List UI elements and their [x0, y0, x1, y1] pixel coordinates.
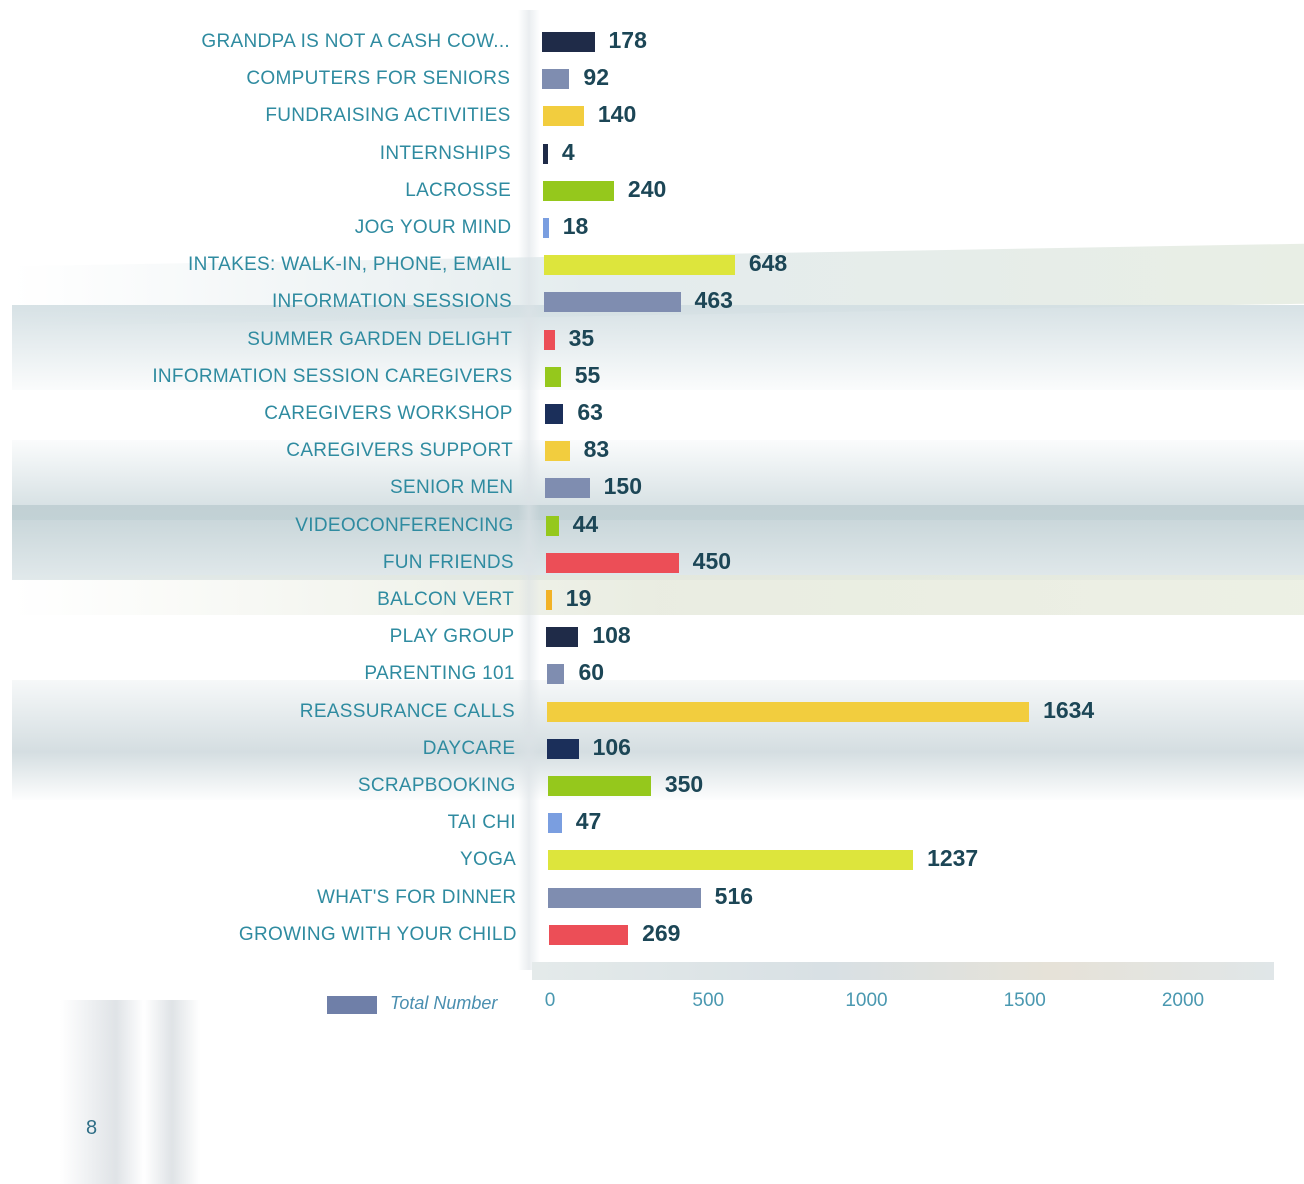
- value-label: 463: [695, 287, 733, 314]
- x-tick-label: 500: [692, 990, 724, 1012]
- bar: [543, 106, 584, 126]
- bar: [544, 330, 554, 350]
- bar: [545, 404, 564, 424]
- category-label: JOG YOUR MIND: [41, 217, 511, 239]
- value-label: 92: [583, 64, 609, 91]
- x-tick-label: 1000: [845, 990, 887, 1012]
- category-label: CAREGIVERS SUPPORT: [43, 440, 513, 462]
- category-label: VIDEOCONFERENCING: [44, 515, 514, 537]
- bar: [544, 292, 681, 312]
- bar: [542, 69, 569, 89]
- legend-label: Total Number: [390, 993, 497, 1014]
- value-label: 4: [562, 139, 575, 166]
- value-label: 83: [584, 436, 610, 463]
- value-label: 516: [715, 883, 753, 910]
- bar: [542, 32, 595, 52]
- bar: [547, 702, 1029, 722]
- value-label: 60: [578, 659, 604, 686]
- bar: [546, 590, 552, 610]
- category-label: SCRAPBOOKING: [46, 775, 516, 797]
- value-label: 1634: [1043, 697, 1094, 724]
- category-label: PLAY GROUP: [44, 626, 514, 648]
- bar: [543, 181, 614, 201]
- category-label: WHAT'S FOR DINNER: [46, 887, 516, 909]
- value-label: 44: [573, 511, 599, 538]
- value-label: 240: [628, 176, 666, 203]
- category-label: FUNDRAISING ACTIVITIES: [41, 105, 511, 127]
- value-label: 63: [577, 399, 603, 426]
- category-label: INTERNSHIPS: [41, 143, 511, 165]
- value-label: 140: [598, 101, 636, 128]
- category-label: TAI CHI: [46, 812, 516, 834]
- bar: [546, 516, 559, 536]
- category-label: CAREGIVERS WORKSHOP: [43, 403, 513, 425]
- category-label: FUN FRIENDS: [44, 552, 514, 574]
- category-label: COMPUTERS FOR SENIORS: [40, 68, 510, 90]
- bar: [545, 478, 589, 498]
- bar: [548, 776, 651, 796]
- value-label: 450: [693, 548, 731, 575]
- category-label: YOGA: [46, 849, 516, 871]
- category-label: INTAKES: WALK-IN, PHONE, EMAIL: [42, 254, 512, 276]
- axis-shadow-stripe: [518, 10, 540, 970]
- category-label: SUMMER GARDEN DELIGHT: [42, 329, 512, 351]
- value-label: 35: [569, 325, 595, 352]
- category-label: INFORMATION SESSION CAREGIVERS: [43, 366, 513, 388]
- value-label: 106: [593, 734, 631, 761]
- bar: [543, 144, 548, 164]
- value-label: 108: [592, 622, 630, 649]
- bar: [547, 664, 565, 684]
- category-label: LACROSSE: [41, 180, 511, 202]
- x-tick-label: 1500: [1004, 990, 1046, 1012]
- category-label: BALCON VERT: [44, 589, 514, 611]
- category-label: INFORMATION SESSIONS: [42, 291, 512, 313]
- page-number: 8: [86, 1117, 97, 1140]
- x-tick-label: 2000: [1162, 990, 1204, 1012]
- value-label: 269: [642, 920, 680, 947]
- category-label: SENIOR MEN: [43, 477, 513, 499]
- value-label: 55: [575, 362, 601, 389]
- value-label: 47: [576, 808, 602, 835]
- bar: [545, 441, 569, 461]
- bar: [547, 739, 578, 759]
- value-label: 18: [563, 213, 589, 240]
- value-label: 350: [665, 771, 703, 798]
- bar: [546, 553, 679, 573]
- x-tick-label: 0: [545, 990, 556, 1012]
- page-decoration: [60, 1000, 200, 1184]
- value-label: 178: [609, 27, 647, 54]
- bar: [545, 367, 561, 387]
- category-label: GROWING WITH YOUR CHILD: [47, 924, 517, 946]
- legend-swatch: [327, 996, 377, 1014]
- value-label: 648: [749, 250, 787, 277]
- category-label: DAYCARE: [45, 738, 515, 760]
- category-label: GRANDPA IS NOT A CASH COW...: [40, 31, 510, 53]
- bar: [548, 813, 562, 833]
- bar: [546, 627, 578, 647]
- bar: [543, 218, 548, 238]
- category-label: PARENTING 101: [45, 663, 515, 685]
- bar: [544, 255, 735, 275]
- value-label: 150: [604, 473, 642, 500]
- bar: [548, 850, 913, 870]
- category-label: REASSURANCE CALLS: [45, 701, 515, 723]
- bar: [549, 925, 628, 945]
- value-label: 19: [566, 585, 592, 612]
- bar: [548, 888, 700, 908]
- value-label: 1237: [927, 845, 978, 872]
- x-axis-band: [532, 962, 1274, 980]
